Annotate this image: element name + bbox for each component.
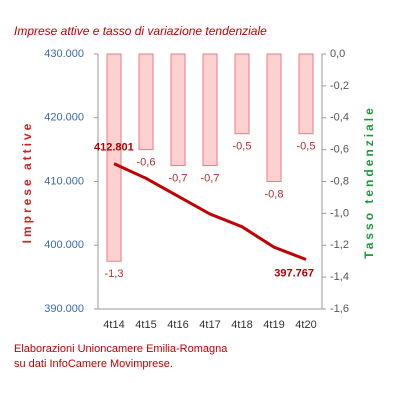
y-tick-label: 430.000: [44, 48, 84, 60]
source-note: Elaborazioni Unioncamere Emilia-Romagna: [14, 343, 228, 355]
y2-tick-label: -1,2: [330, 239, 349, 251]
bar: [266, 53, 282, 182]
bar-value-label: -0,6: [137, 157, 156, 169]
x-tick-label: 4t20: [295, 319, 316, 331]
line-value-label: 412.801: [94, 142, 134, 154]
bar-value-label: -0,7: [169, 172, 188, 184]
line-value-label: 397.767: [274, 267, 314, 279]
bar-value-label: -0,5: [233, 141, 252, 153]
y2-tick-label: -1,0: [330, 207, 349, 219]
bar: [170, 53, 186, 167]
y2-axis-title: Tasso tendenziale: [362, 105, 376, 258]
source-note: su dati InfoCamere Movimprese.: [14, 358, 173, 370]
bar: [234, 53, 250, 135]
bar: [202, 53, 218, 167]
y-tick-label: 410.000: [44, 175, 84, 187]
bar: [138, 53, 154, 151]
bar-value-label: -0,8: [265, 188, 284, 200]
x-tick-label: 4t18: [231, 319, 252, 331]
y-axis-title: Imprese attive: [20, 121, 34, 244]
bar-value-label: -1,3: [105, 268, 124, 280]
y-tick-label: 390.000: [44, 303, 84, 315]
bar: [298, 53, 314, 135]
y2-tick-label: -0,2: [330, 80, 349, 92]
x-tick-label: 4t19: [263, 319, 284, 331]
line: [113, 162, 307, 261]
x-tick-label: 4t15: [135, 319, 156, 331]
y2-tick-label: -0,6: [330, 144, 349, 156]
y2-tick-label: -1,6: [330, 303, 349, 315]
y2-tick-label: -0,4: [330, 112, 349, 124]
y2-tick-label: -1,4: [330, 271, 349, 283]
y-tick-label: 400.000: [44, 239, 84, 251]
y-tick-label: 420.000: [44, 112, 84, 124]
bar: [106, 53, 122, 262]
x-tick-label: 4t14: [103, 319, 124, 331]
bar-value-label: -0,5: [297, 141, 316, 153]
bar-value-label: -0,7: [201, 172, 220, 184]
x-tick-label: 4t17: [199, 319, 220, 331]
y2-tick-label: 0,0: [330, 48, 345, 60]
chart-title: Imprese attive e tasso di variazione ten…: [14, 24, 267, 38]
x-tick-label: 4t16: [167, 319, 188, 331]
y2-tick-label: -0,8: [330, 175, 349, 187]
